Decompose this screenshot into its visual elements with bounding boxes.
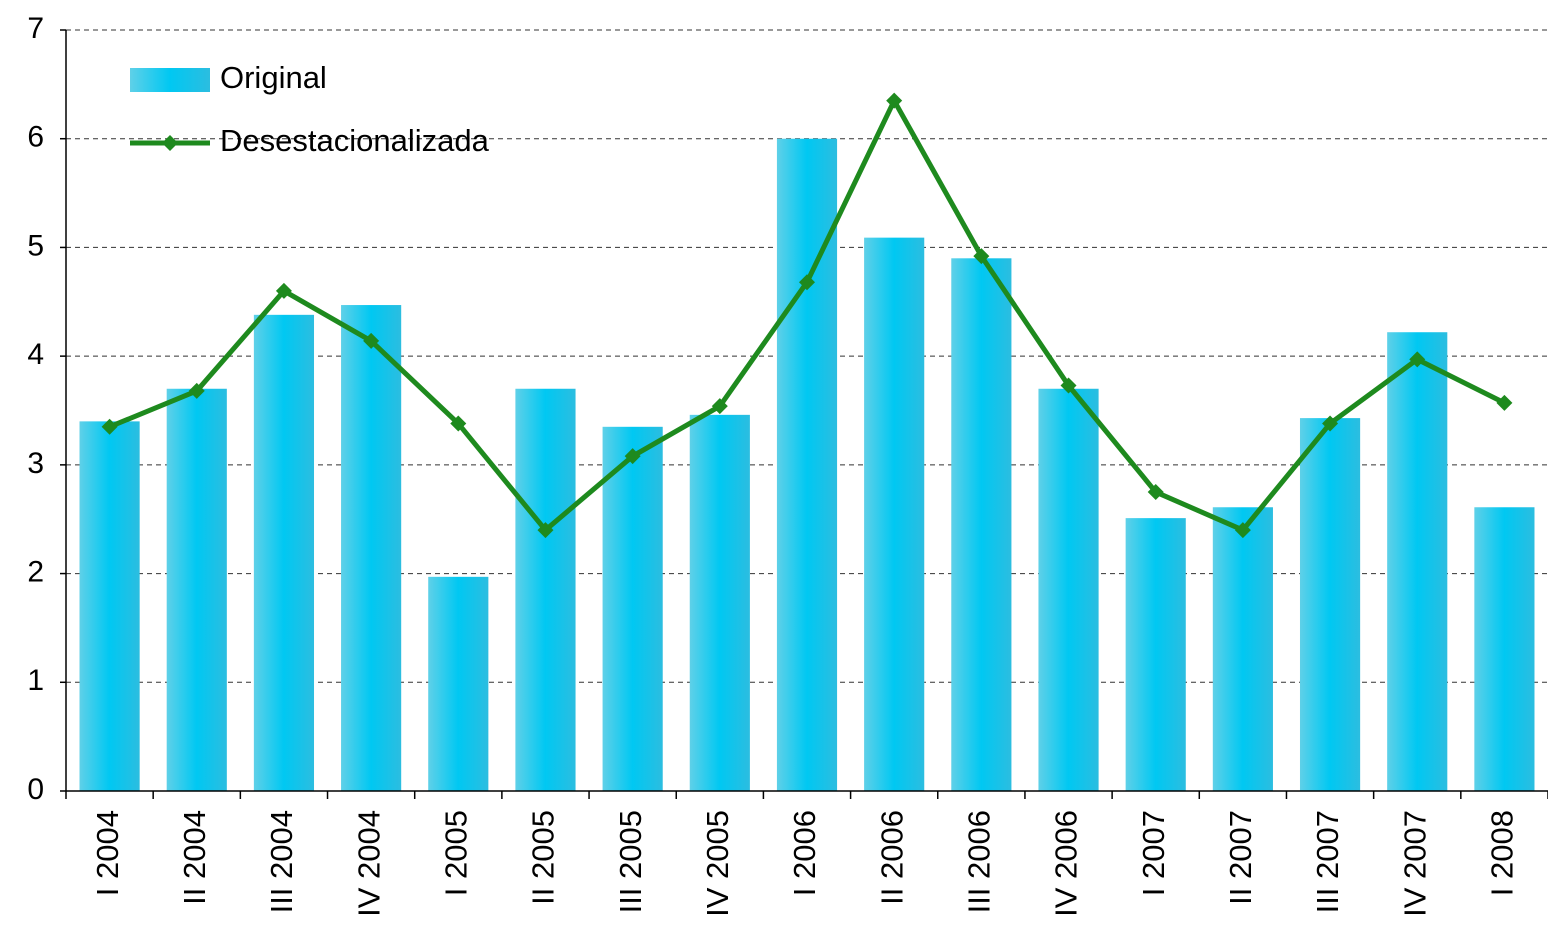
marker bbox=[101, 418, 118, 435]
bar bbox=[1125, 518, 1186, 791]
x-tick-label: II 2005 bbox=[526, 810, 561, 905]
marker bbox=[1322, 415, 1339, 432]
marker bbox=[711, 398, 728, 415]
marker bbox=[1060, 377, 1077, 394]
x-tick-label: I 2005 bbox=[438, 810, 473, 896]
marker bbox=[363, 332, 380, 349]
bar bbox=[79, 421, 140, 791]
y-tick-label: 1 bbox=[27, 664, 44, 697]
x-tick-label: II 2007 bbox=[1223, 810, 1258, 905]
legend-label: Original bbox=[220, 60, 327, 95]
bar bbox=[341, 305, 402, 791]
marker bbox=[624, 448, 641, 465]
bar bbox=[166, 388, 227, 791]
bar bbox=[1299, 418, 1361, 791]
bar bbox=[1038, 388, 1099, 791]
x-tick-label: I 2008 bbox=[1485, 810, 1520, 896]
bar bbox=[428, 576, 489, 791]
x-tick-label: IV 2005 bbox=[700, 810, 735, 917]
marker bbox=[973, 248, 990, 265]
y-tick-label: 2 bbox=[27, 555, 44, 588]
marker bbox=[799, 274, 815, 291]
x-tick-label: III 2004 bbox=[264, 810, 299, 913]
bar bbox=[951, 258, 1012, 791]
legend-marker bbox=[162, 135, 178, 151]
marker bbox=[1409, 351, 1426, 368]
bar bbox=[1474, 507, 1535, 791]
marker bbox=[1496, 394, 1513, 411]
marker bbox=[275, 282, 292, 299]
bar bbox=[515, 388, 576, 791]
y-tick-label: 0 bbox=[27, 773, 44, 806]
bar bbox=[1387, 332, 1448, 791]
marker bbox=[1234, 522, 1251, 539]
bar bbox=[1212, 507, 1273, 791]
y-tick-label: 4 bbox=[27, 338, 44, 371]
bar bbox=[602, 426, 663, 791]
y-tick-label: 6 bbox=[27, 121, 44, 154]
x-tick-label: III 2007 bbox=[1310, 810, 1345, 913]
x-tick-label: II 2006 bbox=[874, 810, 909, 905]
y-tick-label: 5 bbox=[27, 229, 44, 262]
legend-label: Desestacionalizada bbox=[220, 123, 490, 158]
bar bbox=[689, 414, 750, 791]
legend-swatch bbox=[130, 68, 210, 92]
x-tick-label: IV 2007 bbox=[1397, 810, 1432, 917]
x-tick-label: III 2006 bbox=[962, 810, 997, 913]
marker bbox=[450, 415, 467, 432]
y-tick-label: 7 bbox=[27, 12, 44, 45]
bar bbox=[864, 237, 925, 791]
x-tick-label: II 2004 bbox=[177, 810, 212, 905]
x-tick-label: I 2006 bbox=[787, 810, 822, 896]
marker bbox=[188, 382, 205, 399]
x-tick-label: III 2005 bbox=[613, 810, 648, 913]
x-tick-label: I 2004 bbox=[90, 810, 125, 896]
bar bbox=[253, 314, 315, 791]
x-tick-label: I 2007 bbox=[1136, 810, 1171, 896]
x-tick-label: IV 2004 bbox=[351, 810, 386, 917]
bar bbox=[776, 138, 838, 791]
marker bbox=[1147, 484, 1164, 501]
y-tick-label: 3 bbox=[27, 447, 44, 480]
marker bbox=[537, 522, 554, 539]
marker bbox=[886, 92, 903, 109]
x-tick-label: IV 2006 bbox=[1049, 810, 1084, 917]
